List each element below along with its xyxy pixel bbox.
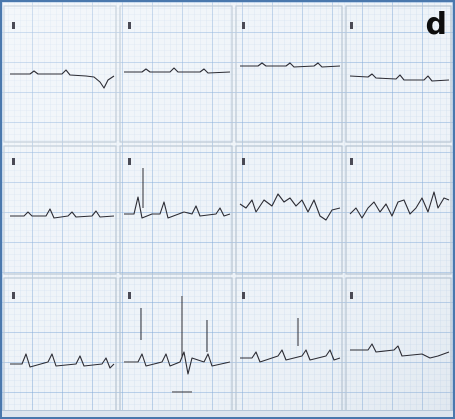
ecg-trace-row3-col2 [124,351,231,375]
ecg-trace-row1-col3 [240,62,341,68]
ecg-trace-row2-col3 [239,193,341,221]
ecg-trace-row3-col1 [10,353,115,369]
ecg-trace-row3-col3 [240,349,341,363]
ecg-trace-row1-col4 [349,73,450,82]
ecg-trace-row2-col2 [124,196,231,219]
ecg-trace-row2-col4 [349,191,450,219]
bottom-strip [2,410,453,417]
panel-label: d [425,7,447,42]
ecg-trace-row1-col1 [10,69,115,89]
ecg-trace-row2-col1 [10,208,115,219]
ecg-trace-row3-col4 [350,343,450,359]
ecg-trace-row1-col2 [124,67,231,74]
